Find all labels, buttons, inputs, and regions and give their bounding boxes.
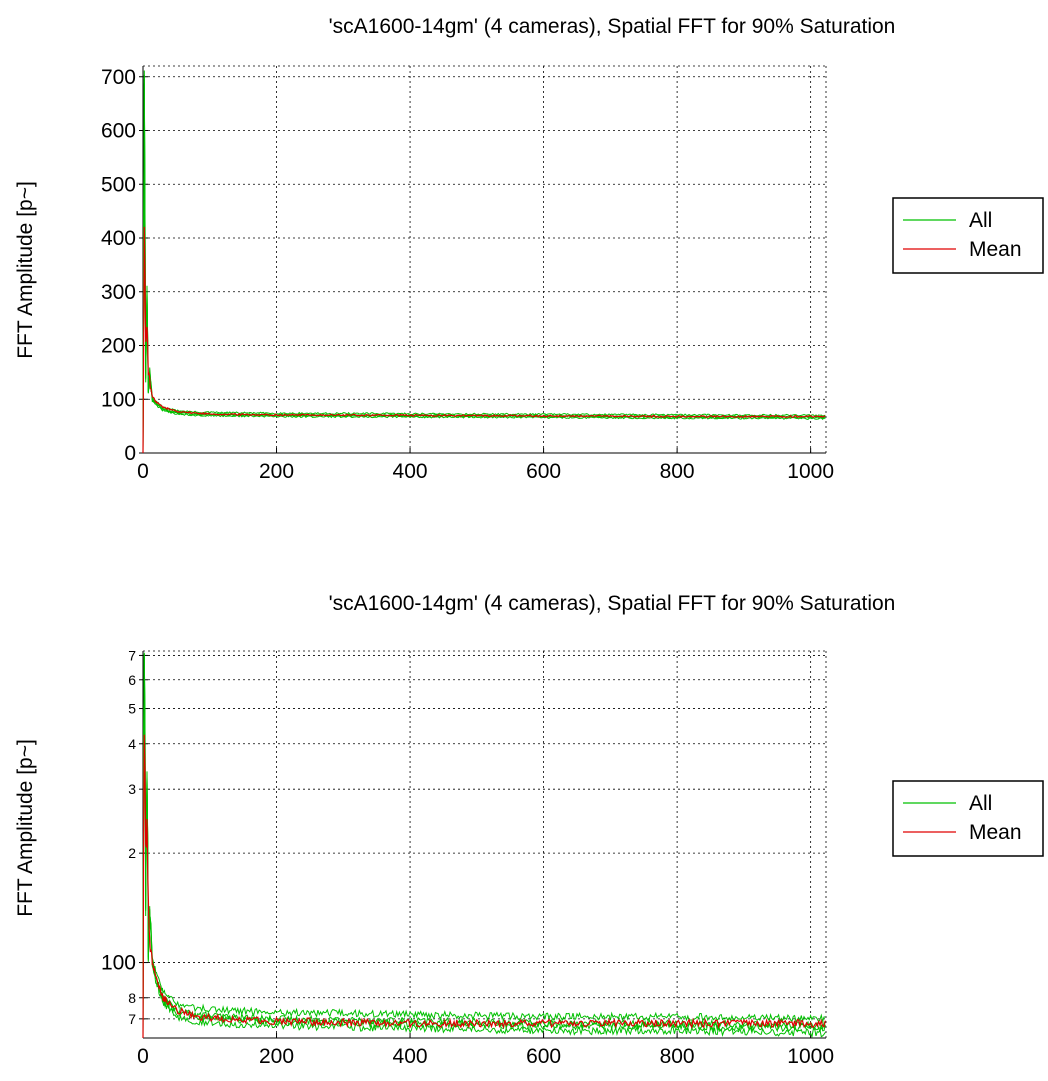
- legend-entry: Mean: [969, 821, 1022, 844]
- chart-panel-top: 'scA1600-14gm' (4 cameras), Spatial FFT …: [0, 0, 1048, 538]
- series-line: [142, 734, 826, 1039]
- series-line: [142, 79, 826, 454]
- y-tick-label: 3: [128, 781, 136, 797]
- y-tick-label: 300: [101, 281, 136, 304]
- y-tick-label: 5: [128, 701, 136, 717]
- legend-box: [892, 780, 1044, 857]
- legend: All Mean: [892, 197, 1044, 274]
- series-line: [142, 83, 826, 454]
- y-tick-label: 400: [101, 227, 136, 250]
- line-chart-linear: 'scA1600-14gm' (4 cameras), Spatial FFT …: [14, 15, 1044, 483]
- y-tick-label: 0: [124, 442, 136, 465]
- series-line: [142, 70, 826, 454]
- series-line: [142, 654, 826, 1039]
- legend: All Mean: [892, 780, 1044, 857]
- y-axis-label: FFT Amplitude [p~]: [14, 739, 37, 917]
- series-line: [142, 74, 826, 454]
- line-chart-log: 'scA1600-14gm' (4 cameras), Spatial FFT …: [14, 592, 1044, 1068]
- y-tick-label: 4: [128, 736, 136, 752]
- y-tick-label: 2: [128, 845, 136, 861]
- chart-panel-bottom: 'scA1600-14gm' (4 cameras), Spatial FFT …: [0, 538, 1048, 1076]
- legend-box: [892, 197, 1044, 274]
- y-tick-label: 700: [101, 66, 136, 89]
- y-tick-label: 7: [128, 647, 136, 663]
- series-line: [142, 226, 826, 454]
- x-tick-label: 600: [526, 1045, 561, 1068]
- series-mean: [142, 734, 826, 1039]
- x-tick-label: 400: [393, 1045, 428, 1068]
- grid: [143, 65, 827, 453]
- x-tick-label: 800: [660, 1045, 695, 1068]
- y-axis-label: FFT Amplitude [p~]: [14, 181, 37, 359]
- y-tick-label: 600: [101, 120, 136, 143]
- y-tick-label: 8: [128, 990, 136, 1006]
- x-tick-label: 0: [137, 1045, 149, 1068]
- y-tick-label: 500: [101, 173, 136, 196]
- y-tick-label: 7: [128, 1011, 136, 1027]
- legend-entry: Mean: [969, 238, 1022, 261]
- series-line: [142, 655, 826, 1039]
- x-tick-label: 1000: [787, 1045, 834, 1068]
- x-tick-label: 800: [660, 460, 695, 483]
- x-tick-label: 400: [393, 460, 428, 483]
- y-tick-label: 200: [101, 335, 136, 358]
- x-tick-label: 200: [259, 460, 294, 483]
- legend-entry: All: [969, 792, 992, 815]
- chart-title: 'scA1600-14gm' (4 cameras), Spatial FFT …: [329, 592, 896, 615]
- series-mean: [142, 226, 826, 454]
- series-line: [142, 652, 826, 1039]
- x-tick-label: 200: [259, 1045, 294, 1068]
- y-tick-label: 100: [101, 952, 136, 975]
- series-all: [142, 70, 826, 454]
- y-tick-label: 100: [101, 388, 136, 411]
- x-tick-label: 0: [137, 460, 149, 483]
- series-all: [142, 652, 826, 1039]
- grid: [143, 650, 827, 1038]
- chart-title: 'scA1600-14gm' (4 cameras), Spatial FFT …: [329, 15, 896, 38]
- x-tick-label: 600: [526, 460, 561, 483]
- y-tick-label: 6: [128, 672, 136, 688]
- x-tick-label: 1000: [787, 460, 834, 483]
- series-line: [142, 657, 826, 1039]
- legend-entry: All: [969, 209, 992, 232]
